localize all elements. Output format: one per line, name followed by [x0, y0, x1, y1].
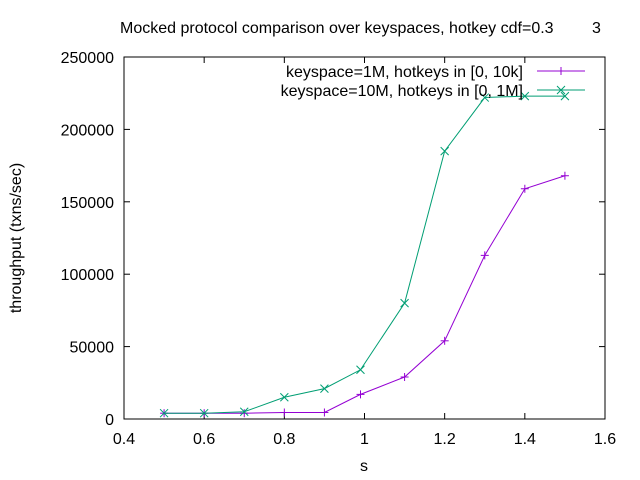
data-point	[480, 251, 489, 260]
y-tick-label: 150000	[61, 195, 114, 212]
series-line	[164, 175, 566, 414]
data-point	[239, 407, 249, 417]
data-point	[480, 93, 490, 102]
axis-ticks: 0.4 0.6 0.8 1 1.2 1.4 1.6 0 50000 100000 150000 200…	[61, 50, 617, 448]
x-tick-label: 0.6	[193, 431, 215, 448]
plot-frame	[123, 56, 606, 420]
data-point	[520, 91, 530, 101]
x-tick-label: 1.2	[434, 431, 456, 448]
x-axis-label: s	[360, 458, 368, 475]
series-1	[160, 171, 569, 418]
y-tick-label: 50000	[70, 340, 115, 357]
data-point	[279, 392, 289, 402]
y-axis-label: throughput (txns/sec)	[8, 163, 25, 313]
y-tick-label: 100000	[61, 267, 114, 284]
data-point	[440, 146, 450, 156]
data-point	[440, 336, 449, 345]
chart-title-overlap-glyph: 3	[592, 20, 601, 37]
data-point	[560, 91, 570, 101]
data-point	[400, 298, 409, 308]
data-point	[320, 384, 329, 393]
y-tick-label: 250000	[61, 50, 114, 67]
y-tick-label: 0	[105, 412, 114, 429]
data-point	[560, 171, 569, 180]
data-point	[240, 409, 249, 418]
x-tick-label: 0.4	[113, 431, 135, 448]
data-point	[159, 408, 169, 418]
series-2	[159, 91, 570, 418]
legend-label: keyspace=10M, hotkeys in [0, 1M]	[281, 83, 523, 100]
data-point	[520, 184, 529, 193]
x-tick-label: 1.6	[594, 431, 616, 448]
chart-title: Mocked protocol comparison over keyspace…	[120, 20, 554, 37]
legend: keyspace=1M, hotkeys in [0, 10k] keyspace…	[281, 64, 585, 100]
data-point	[199, 408, 209, 418]
x-tick-label: 1	[360, 431, 369, 448]
series-line	[164, 95, 565, 414]
x-tick-label: 1.4	[514, 431, 536, 448]
series-layer	[159, 91, 570, 418]
legend-marker	[556, 85, 566, 95]
legend-label: keyspace=1M, hotkeys in [0, 10k]	[286, 64, 523, 81]
data-point	[356, 390, 365, 399]
x-tick-label: 0.8	[273, 431, 295, 448]
data-point	[356, 365, 365, 375]
legend-marker	[557, 67, 565, 75]
y-tick-label: 200000	[61, 122, 114, 139]
data-point	[400, 373, 409, 382]
data-point	[320, 408, 329, 417]
data-point	[280, 408, 289, 417]
